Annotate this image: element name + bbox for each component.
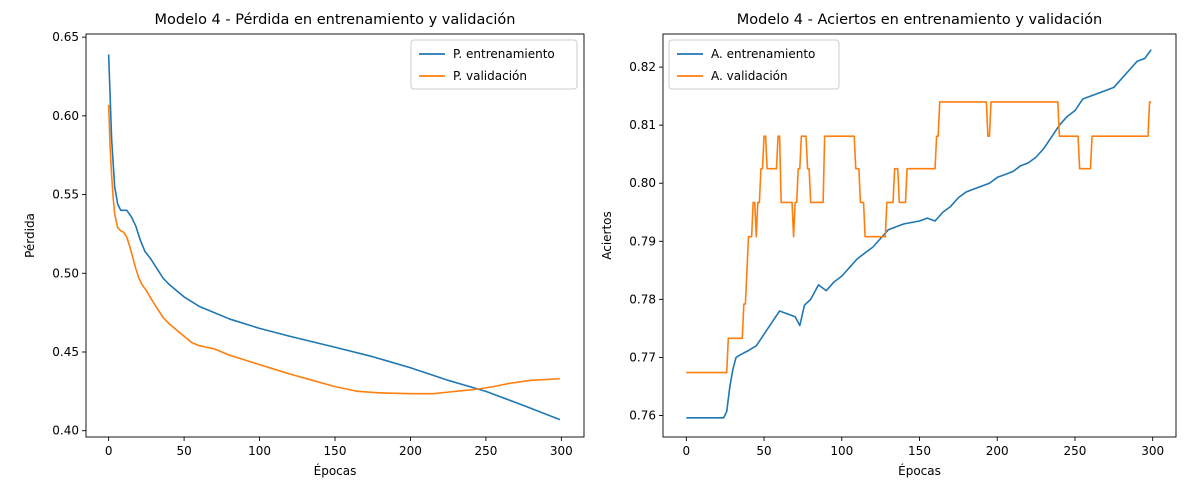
loss-legend-label-1: P. validación bbox=[453, 69, 527, 83]
accuracy-legend-label-0: A. entrenamiento bbox=[711, 47, 815, 61]
loss-x-tick-label: 150 bbox=[324, 444, 347, 458]
loss-x-tick-label: 50 bbox=[176, 444, 191, 458]
accuracy-y-tick-label: 0.77 bbox=[629, 350, 656, 364]
accuracy-plot-frame bbox=[662, 33, 1177, 438]
loss-y-tick-label: 0.50 bbox=[52, 266, 79, 280]
loss-x-tick-label: 200 bbox=[399, 444, 422, 458]
accuracy-legend-box bbox=[668, 39, 840, 90]
accuracy-y-tick-label: 0.80 bbox=[629, 176, 656, 190]
accuracy-y-tick-label: 0.79 bbox=[629, 234, 656, 248]
loss-x-tick-label: 100 bbox=[248, 444, 271, 458]
loss-series-line-1 bbox=[107, 104, 560, 395]
accuracy-legend-label-1: A. validación bbox=[711, 69, 788, 83]
accuracy-chart-title: Modelo 4 - Aciertos en entrenamiento y v… bbox=[737, 12, 1102, 28]
loss-x-tick-label: 300 bbox=[550, 444, 573, 458]
loss-y-tick-label: 0.60 bbox=[52, 109, 79, 123]
loss-series-line-0 bbox=[107, 54, 561, 421]
accuracy-y-tick-label: 0.78 bbox=[629, 292, 656, 306]
loss-y-tick-label: 0.40 bbox=[52, 424, 79, 438]
accuracy-x-tick-label: 50 bbox=[756, 444, 771, 458]
accuracy-y-tick-label: 0.81 bbox=[629, 118, 656, 132]
loss-legend: P. entrenamiento P. validación bbox=[410, 39, 578, 90]
loss-y-tick-label: 0.45 bbox=[52, 345, 79, 359]
loss-y-tick-label: 0.65 bbox=[52, 30, 79, 44]
accuracy-x-tick-label: 150 bbox=[908, 444, 931, 458]
accuracy-y-tick-label: 0.82 bbox=[629, 60, 656, 74]
loss-chart-title: Modelo 4 - Pérdida en entrenamiento y va… bbox=[155, 12, 516, 28]
accuracy-chart-panel: Modelo 4 - Aciertos en entrenamiento y v… bbox=[600, 12, 1177, 478]
accuracy-legend: A. entrenamiento A. validación bbox=[668, 39, 840, 90]
accuracy-y-axis-label: Aciertos bbox=[600, 211, 614, 260]
accuracy-y-tick-label: 0.76 bbox=[629, 409, 656, 423]
accuracy-x-tick-label: 100 bbox=[830, 444, 853, 458]
loss-chart-panel: Modelo 4 - Pérdida en entrenamiento y va… bbox=[23, 12, 585, 478]
accuracy-x-tick-label: 0 bbox=[682, 444, 690, 458]
loss-y-tick-label: 0.55 bbox=[52, 188, 79, 202]
loss-legend-label-0: P. entrenamiento bbox=[453, 47, 555, 61]
accuracy-x-axis-label: Épocas bbox=[898, 463, 941, 478]
loss-x-axis-label: Épocas bbox=[314, 463, 357, 478]
loss-x-tick-label: 0 bbox=[105, 444, 113, 458]
accuracy-series-line-0 bbox=[686, 49, 1152, 419]
accuracy-x-tick-label: 300 bbox=[1141, 444, 1164, 458]
loss-legend-box bbox=[410, 39, 578, 90]
accuracy-x-tick-label: 250 bbox=[1064, 444, 1087, 458]
loss-plot-frame bbox=[85, 33, 585, 438]
loss-y-axis-label: Pérdida bbox=[23, 213, 37, 258]
accuracy-series-line-1 bbox=[686, 101, 1152, 374]
loss-x-tick-label: 250 bbox=[474, 444, 497, 458]
accuracy-x-tick-label: 200 bbox=[986, 444, 1009, 458]
